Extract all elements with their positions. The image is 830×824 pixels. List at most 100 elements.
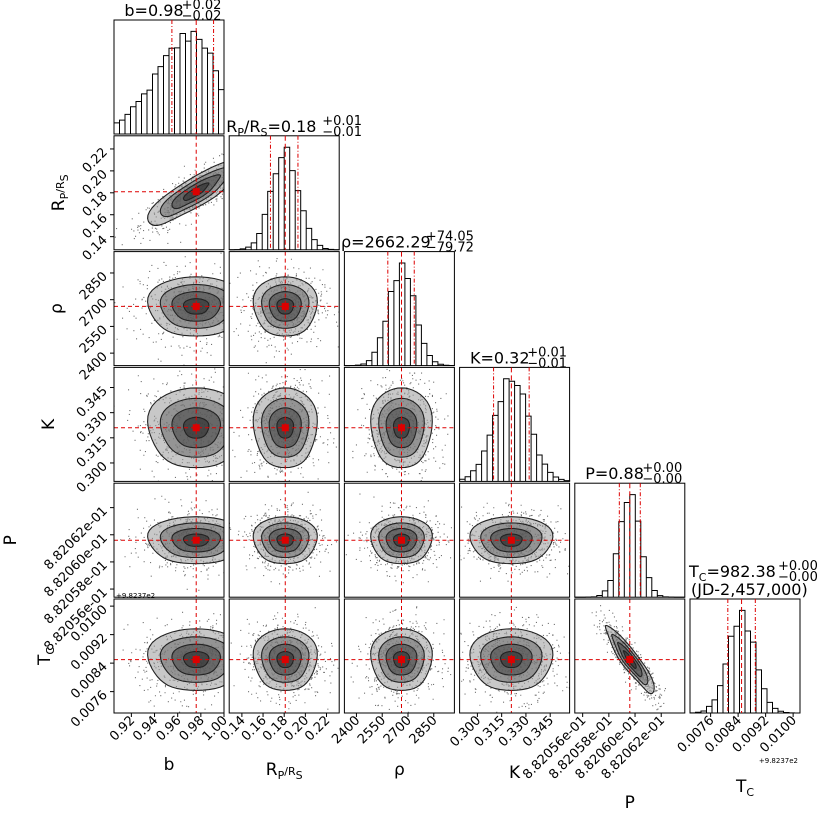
scatter-panel-rprs-P — [228, 482, 340, 598]
hist-step-K — [459, 378, 571, 482]
scatter-panel-b-K — [113, 366, 225, 482]
truth-marker — [398, 536, 406, 544]
scatter-panel-b-P — [113, 482, 225, 598]
title-text: P=0.88 — [585, 464, 644, 483]
x-tick-label: 0.98 — [177, 713, 208, 744]
scatter-panel-rho-K — [343, 366, 455, 482]
panel-frame — [113, 251, 225, 367]
hist-step-rho — [343, 262, 455, 367]
title-b: b=0.98+0.02−0.02 — [124, 0, 221, 24]
truth-marker — [626, 656, 634, 664]
truth-marker — [281, 302, 289, 310]
y-axis-label-P: P — [1, 535, 21, 545]
title-text: TC=982.38 — [688, 562, 776, 584]
title-sub: −0.01 — [322, 125, 362, 140]
panel-frame — [113, 366, 225, 482]
panel-frame — [459, 598, 571, 714]
truth-marker — [281, 424, 289, 432]
truth-marker — [192, 302, 200, 310]
title-sup: +0.00 — [642, 461, 682, 476]
hist-panel-P — [574, 482, 686, 598]
title-line2: (JD-2,457,000) — [691, 580, 808, 599]
hist-step-rprs — [228, 146, 340, 251]
title-P: P=0.88+0.00−0.00 — [585, 461, 682, 487]
truth-marker — [192, 424, 200, 432]
scatter-panel-b-rho — [113, 251, 225, 367]
title-rprs: RP/RS=0.18 +0.01−0.01 — [226, 114, 362, 140]
scatter-panel-rprs-rho — [228, 251, 340, 367]
panel-frame — [574, 598, 686, 714]
hist-step-b — [113, 30, 225, 134]
title-sup: +0.01 — [322, 114, 362, 129]
truth-marker — [281, 536, 289, 544]
x-tick-label: 0.92 — [107, 713, 138, 744]
y-tick-label: 0.14 — [80, 233, 111, 264]
y-tick-label: 2400 — [77, 349, 111, 383]
truth-marker — [507, 656, 515, 664]
truth-marker — [507, 536, 515, 544]
y-axis-label-rho: ρ — [47, 303, 67, 314]
panel-frame — [343, 598, 455, 714]
title-sub: −0.00 — [642, 472, 682, 487]
panel-frame — [228, 366, 340, 482]
x-tick-label: 2550 — [355, 713, 389, 747]
panel-frame — [343, 366, 455, 482]
scatter-panel-rho-Tc — [343, 598, 455, 714]
title-sup: +74.05 — [426, 230, 474, 245]
title-Tc: TC=982.38 +0.00−0.00(JD-2,457,000) — [688, 559, 818, 599]
y-axis-rprs: 0.140.160.180.200.22 — [80, 145, 114, 264]
panel-frame — [113, 482, 225, 598]
x-axis-label-rprs: RP/RS — [266, 760, 303, 782]
x-tick-label: 2400 — [329, 713, 363, 747]
title-text: K=0.32 — [470, 348, 530, 367]
hist-panel-rprs — [228, 135, 340, 251]
title-text: RP/RS=0.18 — [226, 117, 316, 139]
x-offset-label: +9.8237e2 — [759, 757, 798, 765]
panel-frame — [343, 482, 455, 598]
hist-panel-b — [113, 19, 225, 135]
x-axis-label-Tc: TC — [735, 777, 754, 799]
y-offset-label: +9.8237e2 — [116, 592, 155, 600]
scatter-panel-rho-P — [343, 482, 455, 598]
y-tick-label: 2850 — [77, 269, 111, 303]
x-tick-label: 2850 — [407, 713, 441, 747]
panel-frame — [459, 482, 571, 598]
truth-marker — [192, 536, 200, 544]
x-tick-label: 0.94 — [130, 713, 161, 744]
y-tick-label: 2550 — [77, 323, 111, 357]
x-axis-label-K: K — [509, 763, 521, 783]
x-axis-label-P: P — [625, 793, 635, 813]
x-tick-label: 2700 — [381, 713, 415, 747]
truth-marker — [281, 656, 289, 664]
x-tick-label: 0.96 — [153, 713, 184, 744]
y-axis-label-rprs: RP/RS — [49, 174, 71, 211]
title-sub: −79.72 — [426, 241, 474, 256]
y-tick-label: 2700 — [77, 296, 111, 330]
title-text: b=0.98 — [124, 1, 183, 20]
scatter-panel-K-P — [459, 482, 571, 598]
scatter-panel-rprs-Tc — [228, 598, 340, 714]
title-sup: +0.02 — [182, 0, 222, 13]
scatter-panel-b-Tc — [113, 598, 225, 714]
truth-marker — [192, 188, 200, 196]
x-axis-b: 0.920.940.960.981.00 — [107, 713, 231, 744]
x-tick-label: 0.22 — [302, 713, 333, 744]
scatter-panel-b-rprs — [113, 135, 225, 251]
hist-panel-K — [459, 366, 571, 482]
truth-marker — [398, 424, 406, 432]
scatter-panel-rprs-K — [228, 366, 340, 482]
hist-panel-rho — [343, 251, 455, 367]
hist-panel-Tc — [689, 598, 801, 714]
scatter-panel-P-Tc — [574, 598, 686, 714]
x-axis-rprs: 0.140.160.180.200.22 — [218, 713, 333, 744]
title-sub: −0.00 — [778, 570, 818, 585]
truth-marker — [192, 656, 200, 664]
y-axis-label-Tc: TC — [35, 647, 57, 666]
panel-frame — [228, 482, 340, 598]
title-K: K=0.32+0.01−0.01 — [470, 345, 567, 371]
